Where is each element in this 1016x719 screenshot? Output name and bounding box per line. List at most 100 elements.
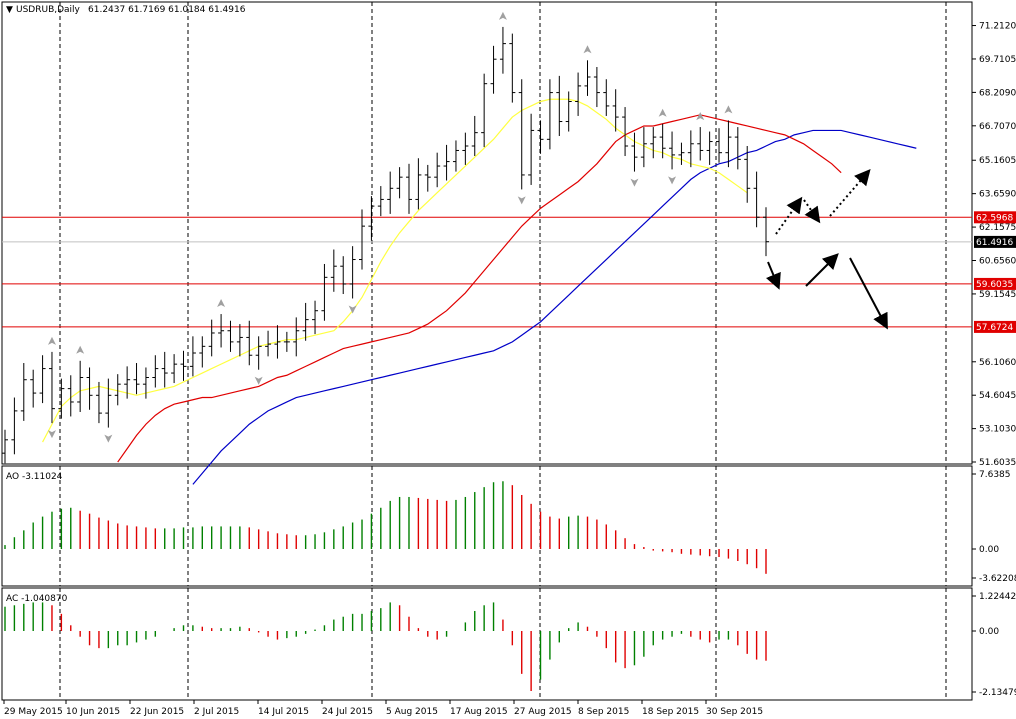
time-tick-label: 10 Jun 2015 xyxy=(66,707,120,717)
price-tick-label: 56.1060 xyxy=(979,358,1016,368)
fractal-up-icon xyxy=(724,105,733,114)
price-bar xyxy=(105,378,112,428)
forecast-arrow-down-1 xyxy=(766,261,781,290)
time-tick-label: 8 Sep 2015 xyxy=(578,707,629,717)
forecast-arrow-dotted-down xyxy=(803,199,821,224)
price-bar xyxy=(706,131,713,165)
level-price-label: 57.6724 xyxy=(976,323,1013,333)
price-tick-label: 51.6035 xyxy=(979,458,1016,468)
price-bar xyxy=(593,66,600,108)
price-bar xyxy=(274,325,281,359)
level-price-label: 59.6035 xyxy=(976,280,1013,290)
price-bar xyxy=(528,113,535,185)
time-tick-label: 24 Jul 2015 xyxy=(322,707,373,717)
level-price-tag xyxy=(974,320,1016,333)
price-bar xyxy=(725,120,732,168)
symbol-dropdown-icon[interactable]: ▼ xyxy=(6,5,13,15)
price-bar xyxy=(48,351,55,424)
price-bar xyxy=(114,374,121,406)
ac-axis: 1.22442 0.00 -2.13479 xyxy=(972,592,1016,698)
fractal-down-icon xyxy=(517,196,526,205)
price-bar xyxy=(415,158,422,210)
ac-histogram xyxy=(4,602,767,692)
price-bar xyxy=(95,381,102,424)
price-bar xyxy=(30,369,37,408)
price-bar xyxy=(67,375,74,417)
ao-axis: 7.6385 0.00 -3.62208 xyxy=(972,470,1016,584)
price-bar xyxy=(405,163,412,214)
level-price-tag xyxy=(974,211,1016,224)
price-bar xyxy=(39,355,46,404)
fractal-down-icon xyxy=(254,376,263,385)
time-tick-label: 14 Jul 2015 xyxy=(258,707,309,717)
price-bar xyxy=(208,319,215,357)
price-bar xyxy=(499,26,506,74)
price-panel[interactable] xyxy=(1,1,973,465)
price-bar xyxy=(199,336,206,368)
price-bar xyxy=(368,196,375,241)
price-bar xyxy=(763,207,769,257)
price-tick-label: 66.7070 xyxy=(979,122,1016,132)
indicator-tick-label: 0.00 xyxy=(979,627,999,637)
price-bar xyxy=(622,107,629,157)
price-bar xyxy=(396,167,403,199)
fractal-up-icon xyxy=(583,45,592,54)
forecast-arrow-down-2 xyxy=(849,257,888,330)
price-bar xyxy=(349,246,356,299)
price-bar xyxy=(603,79,610,116)
price-bar xyxy=(2,429,8,464)
ao-panel[interactable] xyxy=(1,465,973,587)
level-price-label: 62.5968 xyxy=(976,213,1013,223)
price-bar xyxy=(518,79,525,190)
price-bar xyxy=(246,320,253,366)
price-bar xyxy=(180,350,187,381)
fractal-up-icon xyxy=(217,299,226,308)
level-price-tag xyxy=(974,277,1016,290)
price-bar xyxy=(443,144,450,181)
vertical-gridlines xyxy=(59,2,947,700)
price-bar xyxy=(20,363,27,421)
price-bar xyxy=(227,320,234,352)
time-tick-label: 22 Jun 2015 xyxy=(130,707,184,717)
fractal-up-icon xyxy=(76,345,85,354)
time-tick-label: 17 Aug 2015 xyxy=(450,707,508,717)
current-price-tag xyxy=(974,235,1016,248)
price-bar xyxy=(734,127,741,170)
price-bar xyxy=(471,115,478,157)
fractal-down-icon xyxy=(348,305,357,314)
price-bar xyxy=(330,249,337,292)
price-bar xyxy=(340,256,347,295)
time-axis: 29 May 2015 10 Jun 2015 22 Jun 2015 2 Jul 2… xyxy=(3,700,763,717)
indicator-tick-label: 1.22442 xyxy=(979,592,1016,602)
ohlc-bars xyxy=(2,26,769,464)
price-bar xyxy=(546,79,553,150)
price-tick-label: 54.6045 xyxy=(979,391,1016,401)
price-bar xyxy=(697,127,704,161)
ac-panel[interactable] xyxy=(1,587,973,701)
price-tick-label: 65.1605 xyxy=(979,156,1016,166)
price-bar xyxy=(255,336,262,370)
ac-title: AC -1.040870 xyxy=(6,594,68,604)
price-bar xyxy=(86,367,93,410)
price-tick-label: 53.1030 xyxy=(979,425,1016,435)
time-tick-label: 30 Sep 2015 xyxy=(706,707,763,717)
fractal-markers xyxy=(47,11,733,443)
price-bar xyxy=(753,171,760,228)
forecast-arrow-up-1 xyxy=(805,253,839,287)
price-bar xyxy=(11,397,18,455)
price-bar xyxy=(293,317,300,357)
time-tick-label: 18 Sep 2015 xyxy=(642,707,699,717)
alligator-indicator xyxy=(42,98,917,485)
time-tick-label: 5 Aug 2015 xyxy=(386,707,438,717)
price-bar xyxy=(584,60,591,96)
indicator-tick-label: -2.13479 xyxy=(979,688,1016,698)
alligator-lips-line xyxy=(42,98,748,443)
price-tick-label: 63.6590 xyxy=(979,190,1016,200)
chart-symbol: USDRUB,Daily xyxy=(16,5,81,15)
price-tick-label: 59.1545 xyxy=(979,290,1016,300)
price-tick-label: 60.6560 xyxy=(979,257,1016,267)
time-tick-label: 2 Jul 2015 xyxy=(194,707,239,717)
price-tick-label: 62.1575 xyxy=(979,223,1016,233)
price-bar xyxy=(678,142,685,165)
